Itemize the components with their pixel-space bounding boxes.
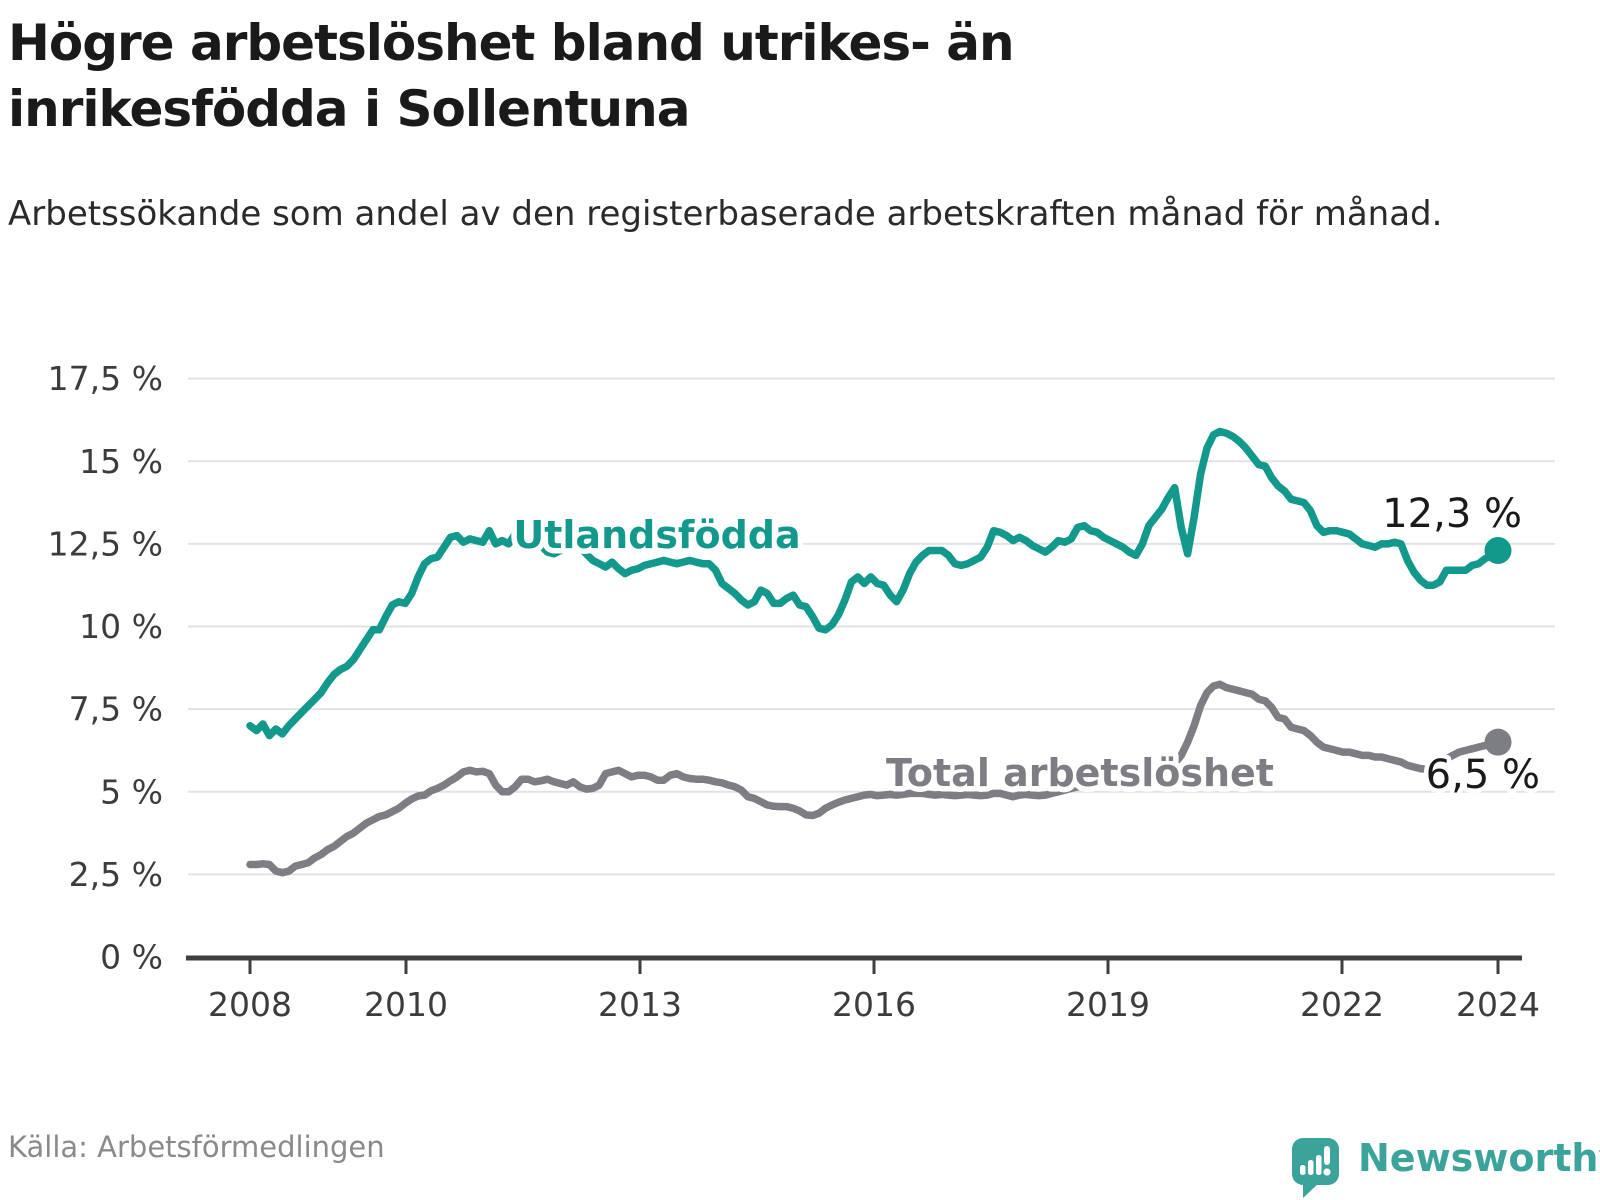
- y-tick-label: 2,5 %: [69, 855, 163, 894]
- y-tick-label: 10 %: [79, 607, 163, 646]
- newsworthy-logo-icon: [1292, 1138, 1339, 1198]
- x-tick-label: 2013: [598, 985, 682, 1024]
- series-label-total-arbetsloshet: Total arbetslöshet: [886, 751, 1274, 795]
- series-line-utlandsfodda: [246, 427, 1502, 740]
- x-tick-label: 2016: [832, 985, 916, 1024]
- y-tick-label: 7,5 %: [69, 690, 163, 729]
- x-tick-label: 2024: [1456, 985, 1540, 1024]
- newsworthy-brand-name: Newsworthy: [1358, 1136, 1600, 1180]
- x-tick-label: 2010: [364, 985, 448, 1024]
- chart-title: Högre arbetslöshet bland utrikes- än inr…: [8, 14, 1015, 138]
- series-end-dot: [1484, 728, 1512, 756]
- end-value-total-arbetsloshet: 6,5 %: [1426, 752, 1540, 798]
- y-tick-label: 12,5 %: [48, 524, 163, 563]
- series-lines: [246, 427, 1502, 877]
- x-tick-label: 2019: [1066, 985, 1150, 1024]
- end-value-utlandsfodda: 12,3 %: [1382, 491, 1522, 537]
- series-label-utlandsfodda: Utlandsfödda: [513, 513, 800, 557]
- x-tick-label: 2022: [1300, 985, 1384, 1024]
- series-line-total-arbetsloshet: [246, 680, 1502, 877]
- y-tick-label: 17,5 %: [48, 359, 163, 398]
- y-tick-label: 15 %: [79, 442, 163, 481]
- chart-subtitle: Arbetssökande som andel av den registerb…: [8, 194, 1443, 234]
- axes: 2008 2010 2013 2016 2019 2022 2024: [186, 955, 1540, 1024]
- y-tick-label: 5 %: [100, 772, 163, 811]
- y-tick-label: 0 %: [100, 938, 163, 977]
- series-end-dot: [1484, 536, 1512, 564]
- gridlines: 0 % 2,5 % 5 % 7,5 % 10 % 12,5 % 15 % 17,5 %: [48, 359, 1555, 977]
- series-end-dots: [1484, 536, 1512, 756]
- x-tick-label: 2008: [208, 985, 292, 1024]
- source-note: Källa: Arbetsförmedlingen: [8, 1130, 385, 1164]
